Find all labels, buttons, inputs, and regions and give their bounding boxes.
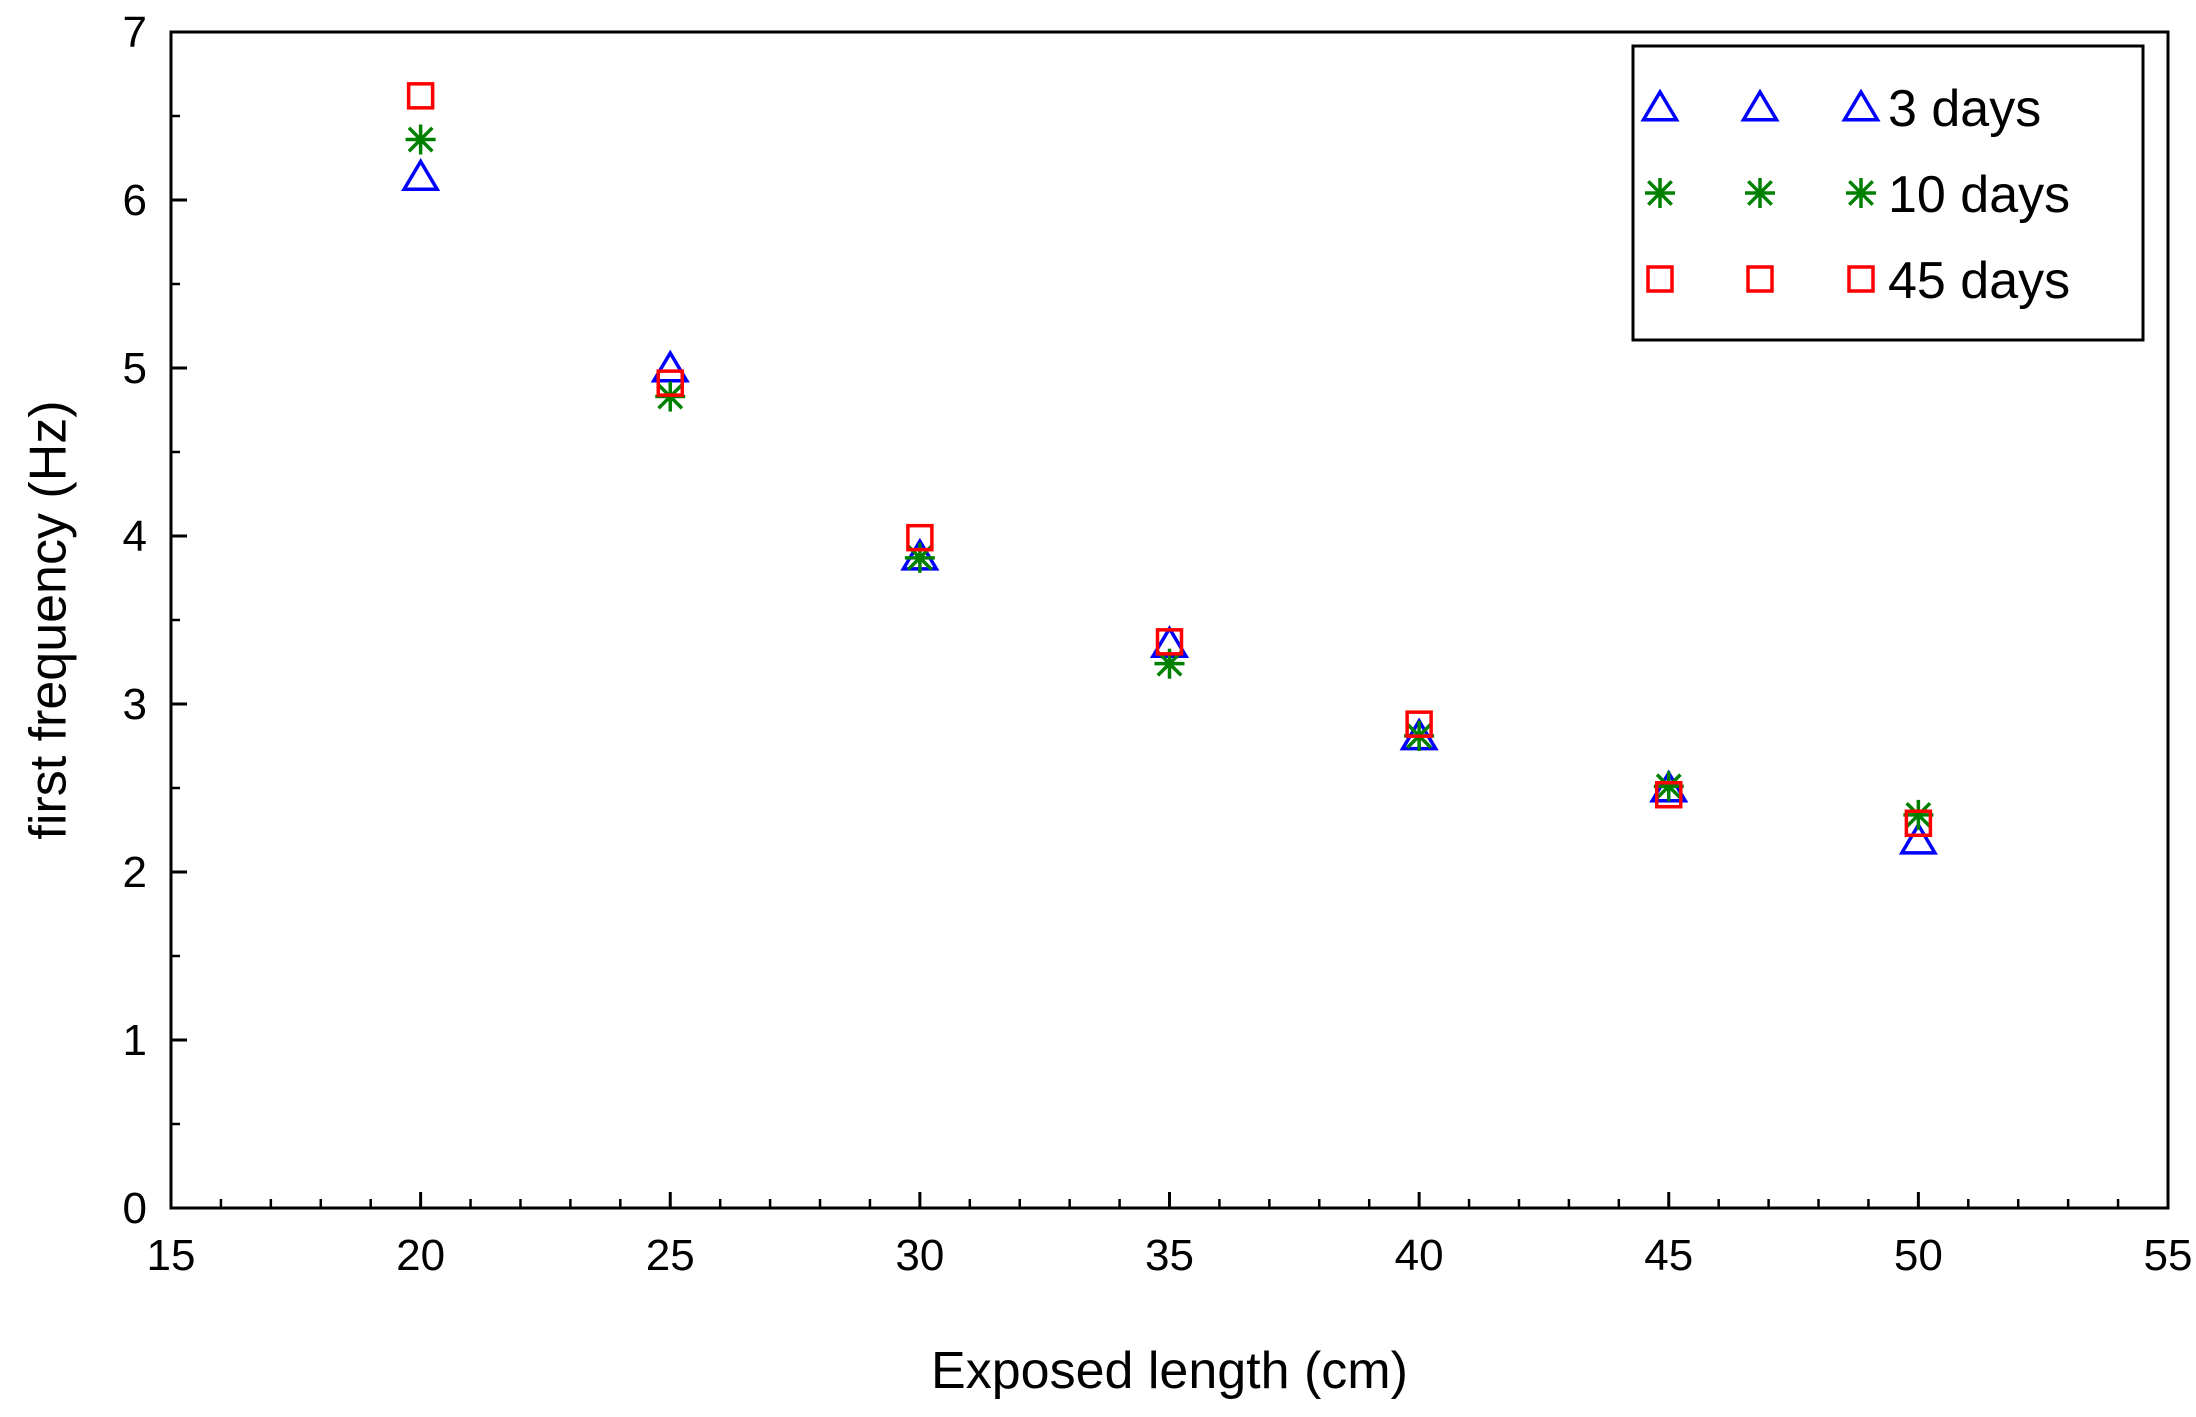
legend-symbol-45-days (1646, 265, 1674, 293)
legend-symbol-45-days (1746, 265, 1774, 293)
legend-label-45-days: 45 days (1888, 252, 2070, 310)
legend-label-10-days: 10 days (1888, 166, 2070, 224)
y-tick-label: 1 (123, 1016, 147, 1065)
legend-symbol-10-days (1745, 178, 1775, 208)
x-tick-label: 30 (895, 1231, 944, 1280)
point-10-days (1154, 648, 1185, 679)
legend-symbol-3-days (1640, 88, 1680, 122)
plot-frame (169, 30, 2170, 1210)
x-tick-label: 20 (396, 1231, 445, 1280)
y-tick-label: 7 (123, 8, 147, 57)
point-45-days (1655, 780, 1683, 809)
x-tick-label: 40 (1395, 1231, 1444, 1280)
y-tick-label: 0 (123, 1184, 147, 1233)
legend-box (1631, 44, 2145, 342)
legend-symbol-3-days (1841, 88, 1881, 122)
x-tick-label: 50 (1894, 1231, 1943, 1280)
x-tick-label: 25 (646, 1231, 695, 1280)
point-45-days (656, 369, 684, 397)
legend-symbol-10-days (1645, 178, 1675, 208)
point-10-days (405, 124, 436, 155)
point-45-days (1405, 710, 1433, 738)
legend-label-3-days: 3 days (1888, 80, 2041, 138)
legend-symbol-45-days (1847, 265, 1875, 293)
point-45-days (1904, 809, 1933, 838)
data-points (401, 82, 1938, 855)
point-3-days (1898, 821, 1938, 855)
x-tick-label: 15 (147, 1231, 196, 1280)
legend-symbol-10-days (1846, 178, 1876, 208)
point-3-days (650, 349, 690, 383)
legend: 3 days 10 days 45 days (1631, 44, 2145, 342)
y-tick-label: 4 (123, 512, 147, 561)
point-45-days (406, 82, 435, 110)
legend-symbol-3-days (1740, 88, 1780, 122)
point-10-days (1903, 799, 1934, 830)
point-45-days (1155, 628, 1184, 656)
x-axis-title: Exposed length (cm) (931, 1342, 1408, 1400)
x-tick-label: 55 (2144, 1231, 2193, 1280)
y-tick-label: 5 (123, 344, 147, 393)
series-45-days (406, 82, 1933, 838)
point-3-days (401, 158, 441, 191)
x-tick-label: 35 (1145, 1231, 1194, 1280)
y-tick-label: 2 (123, 848, 147, 897)
y-axis-title: first frequency (Hz) (20, 400, 78, 839)
point-10-days (1653, 771, 1684, 802)
point-45-days (906, 523, 934, 552)
y-tick-label: 3 (123, 680, 147, 729)
y-tick-label: 6 (123, 176, 147, 225)
x-tick-label: 45 (1644, 1231, 1693, 1280)
